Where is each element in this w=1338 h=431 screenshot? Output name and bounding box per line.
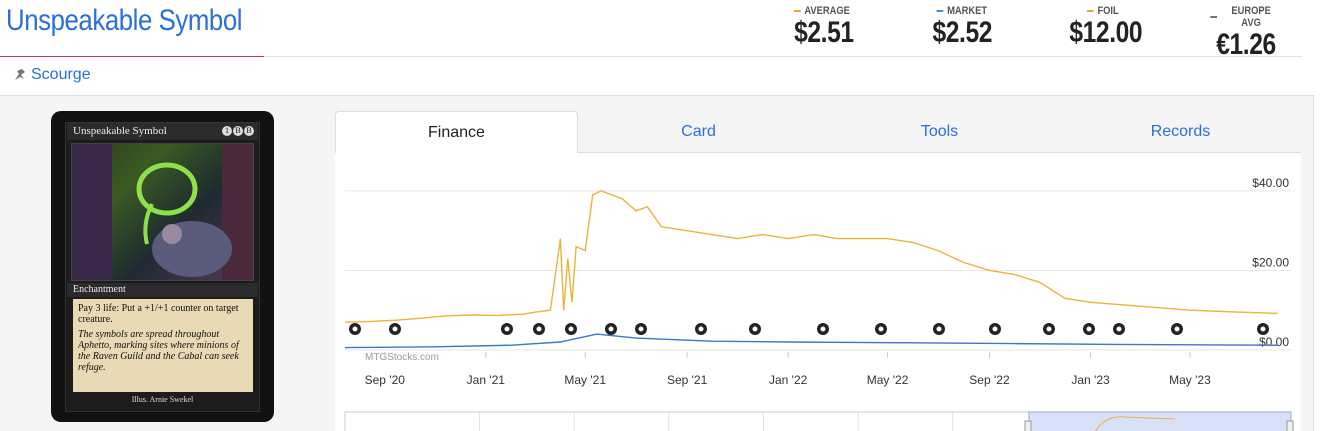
navigator-handle-left[interactable] — [1024, 420, 1032, 431]
x-tick-label: Jan '23 — [1071, 373, 1110, 387]
title-underline — [0, 56, 264, 57]
set-symbol-icon[interactable] — [1043, 323, 1055, 335]
card-image[interactable]: Unspeakable Symbol 1 B B Enchantment Pay… — [51, 111, 274, 422]
price-average: AVERAGE $2.51 — [788, 5, 856, 50]
average-swatch — [794, 10, 801, 12]
set-symbol-icon[interactable] — [635, 323, 647, 335]
price-value: €1.26 — [1216, 28, 1276, 61]
mana-symbol: 1 — [222, 126, 232, 136]
tab-finance[interactable]: Finance — [335, 111, 578, 154]
x-axis: Sep '20 Jan '21 May '21 Sep '21 Jan '22 May '… — [365, 352, 1211, 387]
card-flavor-text: The symbols are spread throughout Aphett… — [78, 329, 239, 373]
set-symbol-icon[interactable] — [349, 323, 361, 335]
tab-bar: Finance Card Tools Records — [335, 111, 1301, 154]
navigator-handle-right[interactable] — [1286, 420, 1294, 431]
price-chart-svg: $0.00 $20.00 $40.00 MTGStocks.com Sep '20 J… — [344, 176, 1294, 431]
x-tick-label: Sep '20 — [365, 373, 406, 387]
price-value: $2.52 — [932, 16, 992, 49]
set-symbol-icon[interactable] — [933, 323, 945, 335]
set-symbol-icon[interactable] — [501, 323, 513, 335]
market-swatch — [936, 10, 944, 12]
x-tick-label: May '23 — [1169, 373, 1211, 387]
set-release-markers — [349, 323, 1269, 335]
x-tick-label: Jan '21 — [467, 373, 506, 387]
price-value: $12.00 — [1069, 16, 1143, 49]
navigator-series-line — [1095, 416, 1176, 431]
price-foil: FOIL $12.00 — [1062, 5, 1144, 50]
set-symbol-icon[interactable] — [749, 323, 761, 335]
chart-navigator[interactable] — [344, 411, 1294, 431]
card-text-box: Pay 3 life: Put a +1/+1 counter on targe… — [73, 299, 253, 392]
x-tick-label: May '21 — [564, 373, 606, 387]
price-label: MARKET — [947, 5, 988, 17]
set-link[interactable]: Scourge — [13, 66, 91, 84]
card-art — [71, 143, 254, 281]
gridlines — [345, 190, 1291, 351]
price-market: MARKET $2.52 — [926, 5, 998, 50]
card-art-illustration — [72, 144, 253, 280]
set-symbol-icon[interactable] — [605, 323, 617, 335]
tab-card[interactable]: Card — [681, 123, 716, 140]
series-line — [344, 333, 1278, 349]
price-europe-avg: EUROPE AVG €1.26 — [1204, 5, 1288, 62]
card-image-name: Unspeakable Symbol — [73, 125, 167, 137]
price-label: EUROPE AVG — [1231, 5, 1271, 29]
set-symbol-icon[interactable] — [695, 323, 707, 335]
foil-swatch — [1087, 10, 1095, 12]
mana-symbol: B — [233, 126, 243, 136]
tab-records[interactable]: Records — [1150, 123, 1211, 140]
set-symbol-icon[interactable] — [817, 323, 829, 335]
europe-swatch — [1210, 16, 1218, 18]
mana-cost: 1 B B — [222, 126, 254, 136]
header-divider — [264, 56, 1302, 57]
card-illustrator: Illus. Arnie Swekel — [131, 395, 194, 404]
set-symbol-icon[interactable] — [533, 323, 545, 335]
series-group — [344, 190, 1278, 349]
x-tick-label: Sep '21 — [667, 373, 708, 387]
card-type-line: Enchantment — [67, 283, 258, 297]
navigator-selection[interactable] — [1028, 411, 1292, 431]
tab-tools[interactable]: Tools — [920, 123, 959, 140]
chart-watermark: MTGStocks.com — [365, 352, 439, 363]
set-name: Scourge — [31, 66, 91, 83]
set-symbol-icon[interactable] — [1113, 323, 1125, 335]
price-chart[interactable]: $0.00 $20.00 $40.00 MTGStocks.com Sep '20 J… — [335, 153, 1301, 431]
y-tick-label: $20.00 — [1252, 255, 1289, 269]
x-tick-label: May '22 — [867, 373, 909, 387]
price-label: FOIL — [1097, 5, 1119, 17]
set-symbol-icon[interactable] — [1171, 323, 1183, 335]
series-line — [344, 190, 1278, 323]
card-title: Unspeakable Symbol — [6, 4, 243, 37]
y-tick-label: $40.00 — [1252, 176, 1289, 190]
set-symbol-icon[interactable] — [1083, 323, 1095, 335]
scourge-set-icon — [15, 69, 25, 80]
set-symbol-icon[interactable] — [875, 323, 887, 335]
set-symbol-icon[interactable] — [1257, 323, 1269, 335]
card-name-bar: Unspeakable Symbol 1 B B — [67, 123, 258, 140]
set-symbol-icon[interactable] — [389, 323, 401, 335]
y-tick-label: $0.00 — [1259, 335, 1289, 349]
card-rules-text: Pay 3 life: Put a +1/+1 counter on targe… — [78, 303, 239, 325]
mana-symbol: B — [244, 126, 254, 136]
y-axis: $0.00 $20.00 $40.00 — [1252, 176, 1289, 349]
x-tick-label: Sep '22 — [969, 373, 1010, 387]
set-symbol-icon[interactable] — [565, 323, 577, 335]
price-value: $2.51 — [794, 16, 854, 49]
x-tick-label: Jan '22 — [769, 373, 808, 387]
price-label: AVERAGE — [804, 5, 850, 17]
set-symbol-icon[interactable] — [989, 323, 1001, 335]
